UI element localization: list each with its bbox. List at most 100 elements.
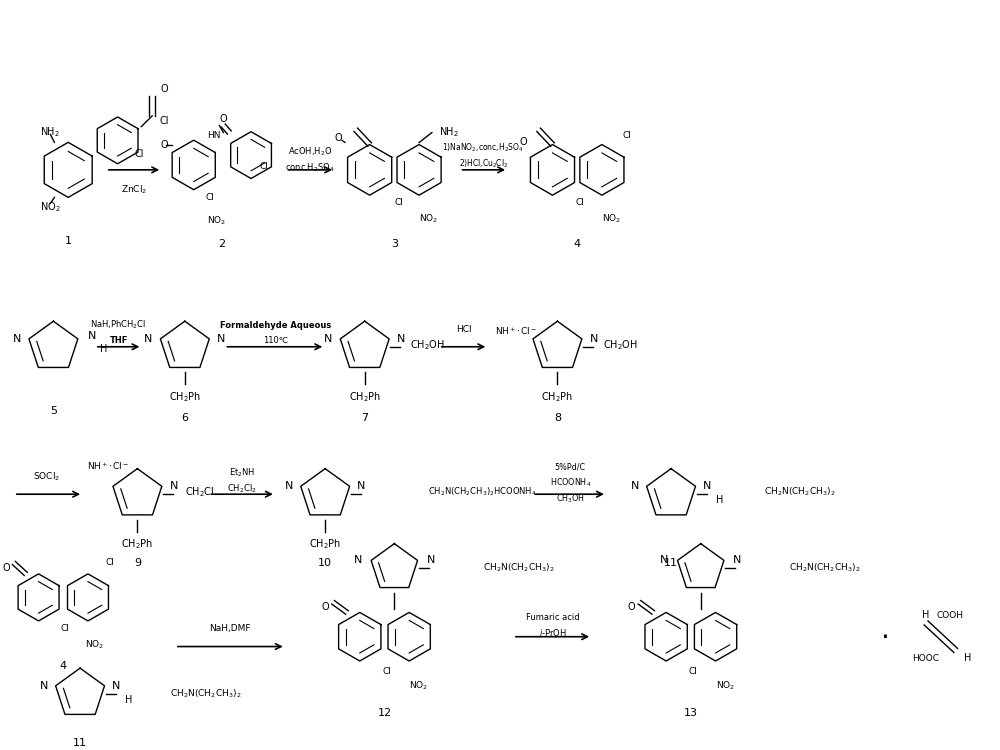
Text: Cl: Cl [61, 624, 70, 633]
Text: NO$_2$: NO$_2$ [602, 213, 621, 225]
Text: 11: 11 [73, 738, 87, 748]
Text: NO$_2$: NO$_2$ [207, 214, 226, 227]
Text: CH$_2$Ph: CH$_2$Ph [121, 538, 153, 551]
Text: H: H [100, 344, 107, 354]
Text: N: N [144, 334, 153, 344]
Text: CH$_2$OH: CH$_2$OH [603, 338, 638, 352]
Text: CH$_2$N(CH$_2$CH$_3$)$_2$: CH$_2$N(CH$_2$CH$_3$)$_2$ [789, 562, 861, 574]
Text: O: O [220, 114, 227, 124]
Text: O: O [628, 602, 635, 612]
Text: 3: 3 [391, 238, 398, 248]
Text: N: N [703, 482, 712, 491]
Text: NH$_2$: NH$_2$ [40, 125, 60, 140]
Text: CH$_2$Cl$_2$: CH$_2$Cl$_2$ [227, 482, 257, 494]
Text: NO$_2$: NO$_2$ [409, 680, 429, 692]
Text: NaH,DMF: NaH,DMF [210, 624, 251, 633]
Text: Cl: Cl [105, 559, 114, 568]
Text: O: O [160, 84, 168, 94]
Text: CH$_2$N(CH$_2$CH$_3$)$_2$: CH$_2$N(CH$_2$CH$_3$)$_2$ [170, 688, 241, 700]
Text: Cl: Cl [688, 667, 697, 676]
Text: ZnCl$_2$: ZnCl$_2$ [121, 183, 148, 196]
Text: CH$_2$Ph: CH$_2$Ph [541, 390, 573, 404]
Text: CH$_2$OH: CH$_2$OH [410, 338, 445, 352]
Text: NH$_2$: NH$_2$ [439, 125, 459, 140]
Text: conc.H$_2$SO$_4$: conc.H$_2$SO$_4$ [285, 162, 335, 174]
Text: N: N [217, 334, 225, 344]
Text: 2)HCl,Cu$_2$Cl$_2$: 2)HCl,Cu$_2$Cl$_2$ [459, 158, 508, 170]
Text: 1: 1 [65, 236, 72, 246]
Text: Cl: Cl [259, 163, 268, 172]
Text: AcOH,H$_2$O: AcOH,H$_2$O [288, 146, 333, 158]
Text: 6: 6 [181, 413, 188, 422]
Text: NO$_2$: NO$_2$ [419, 213, 439, 225]
Text: 7: 7 [361, 413, 368, 422]
Text: Cl: Cl [382, 667, 391, 676]
Text: H: H [964, 653, 971, 663]
Text: N: N [40, 681, 48, 691]
Text: Cl: Cl [159, 116, 169, 126]
Text: O: O [2, 563, 10, 573]
Text: N: N [733, 555, 741, 565]
Text: N: N [397, 334, 405, 344]
Text: Cl: Cl [205, 193, 214, 202]
Text: 5: 5 [50, 406, 57, 416]
Text: 5%Pd/C: 5%Pd/C [555, 462, 586, 471]
Text: H: H [716, 495, 723, 505]
Text: COOH: COOH [936, 610, 963, 620]
Text: 8: 8 [554, 413, 561, 422]
Text: NO$_2$: NO$_2$ [716, 680, 735, 692]
Text: N: N [112, 681, 121, 691]
Text: 1)NaNO$_2$,conc,H$_2$SO$_4$: 1)NaNO$_2$,conc,H$_2$SO$_4$ [442, 142, 524, 154]
Text: N: N [87, 331, 96, 341]
Text: CH$_2$Cl: CH$_2$Cl [185, 485, 214, 500]
Text: 4: 4 [574, 238, 581, 248]
Text: N: N [357, 482, 366, 491]
Text: HOOC: HOOC [913, 654, 940, 663]
Text: Et$_2$NH: Et$_2$NH [229, 466, 255, 478]
Text: N: N [285, 482, 293, 491]
Text: H: H [125, 694, 132, 704]
Text: 12: 12 [377, 709, 392, 718]
Text: $i$-PrOH: $i$-PrOH [539, 627, 566, 638]
Text: CH$_2$Ph: CH$_2$Ph [169, 390, 201, 404]
Text: HCOONH$_4$: HCOONH$_4$ [550, 476, 591, 489]
Text: THF: THF [109, 337, 128, 346]
Text: CH$_3$OH: CH$_3$OH [556, 493, 585, 506]
Text: N: N [170, 482, 178, 491]
Text: $\rm NH^+\!\cdot\!Cl^-$: $\rm NH^+\!\cdot\!Cl^-$ [495, 326, 537, 337]
Text: $\cdot$: $\cdot$ [880, 622, 887, 651]
Text: Cl: Cl [135, 149, 144, 159]
Text: N: N [354, 555, 362, 565]
Text: CH$_2$Ph: CH$_2$Ph [349, 390, 381, 404]
Text: Cl: Cl [622, 131, 631, 140]
Text: 13: 13 [684, 709, 698, 718]
Text: O: O [334, 134, 342, 143]
Text: 110℃: 110℃ [263, 337, 288, 346]
Text: $\rm NH^+\!\cdot\!Cl^-$: $\rm NH^+\!\cdot\!Cl^-$ [87, 460, 129, 472]
Text: Cl: Cl [576, 198, 585, 207]
Text: 10: 10 [318, 558, 332, 568]
Text: N: N [590, 334, 598, 344]
Text: SOCl$_2$: SOCl$_2$ [33, 470, 60, 483]
Text: H: H [922, 610, 930, 620]
Text: O: O [519, 137, 527, 147]
Text: 11: 11 [664, 558, 678, 568]
Text: N: N [631, 482, 639, 491]
Text: CH$_2$N(CH$_2$CH$_3$)$_2$: CH$_2$N(CH$_2$CH$_3$)$_2$ [483, 562, 554, 574]
Text: NO$_2$: NO$_2$ [85, 638, 105, 651]
Text: N: N [13, 334, 21, 344]
Text: CH$_2$Ph: CH$_2$Ph [309, 538, 341, 551]
Text: Cl: Cl [395, 198, 404, 207]
Text: N: N [324, 334, 333, 344]
Text: 4: 4 [60, 662, 67, 671]
Text: CH$_2$N(CH$_2$CH$_3$)$_2$HCOONH$_4$: CH$_2$N(CH$_2$CH$_3$)$_2$HCOONH$_4$ [428, 486, 537, 499]
Text: O: O [321, 602, 329, 612]
Text: HCl: HCl [456, 325, 471, 334]
Text: N: N [426, 555, 435, 565]
Text: 9: 9 [134, 558, 141, 568]
Text: O: O [160, 140, 168, 150]
Text: Formaldehyde Aqueous: Formaldehyde Aqueous [220, 321, 331, 330]
Text: 2: 2 [218, 238, 225, 248]
Text: NO$_2$: NO$_2$ [40, 200, 61, 214]
Text: NaH,PhCH$_2$Cl: NaH,PhCH$_2$Cl [90, 319, 147, 332]
